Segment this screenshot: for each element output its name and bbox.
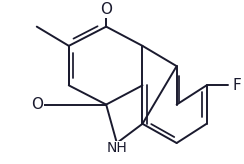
- Text: O: O: [100, 2, 112, 17]
- Text: O: O: [31, 97, 43, 112]
- Text: F: F: [232, 78, 241, 93]
- Text: NH: NH: [106, 141, 127, 155]
